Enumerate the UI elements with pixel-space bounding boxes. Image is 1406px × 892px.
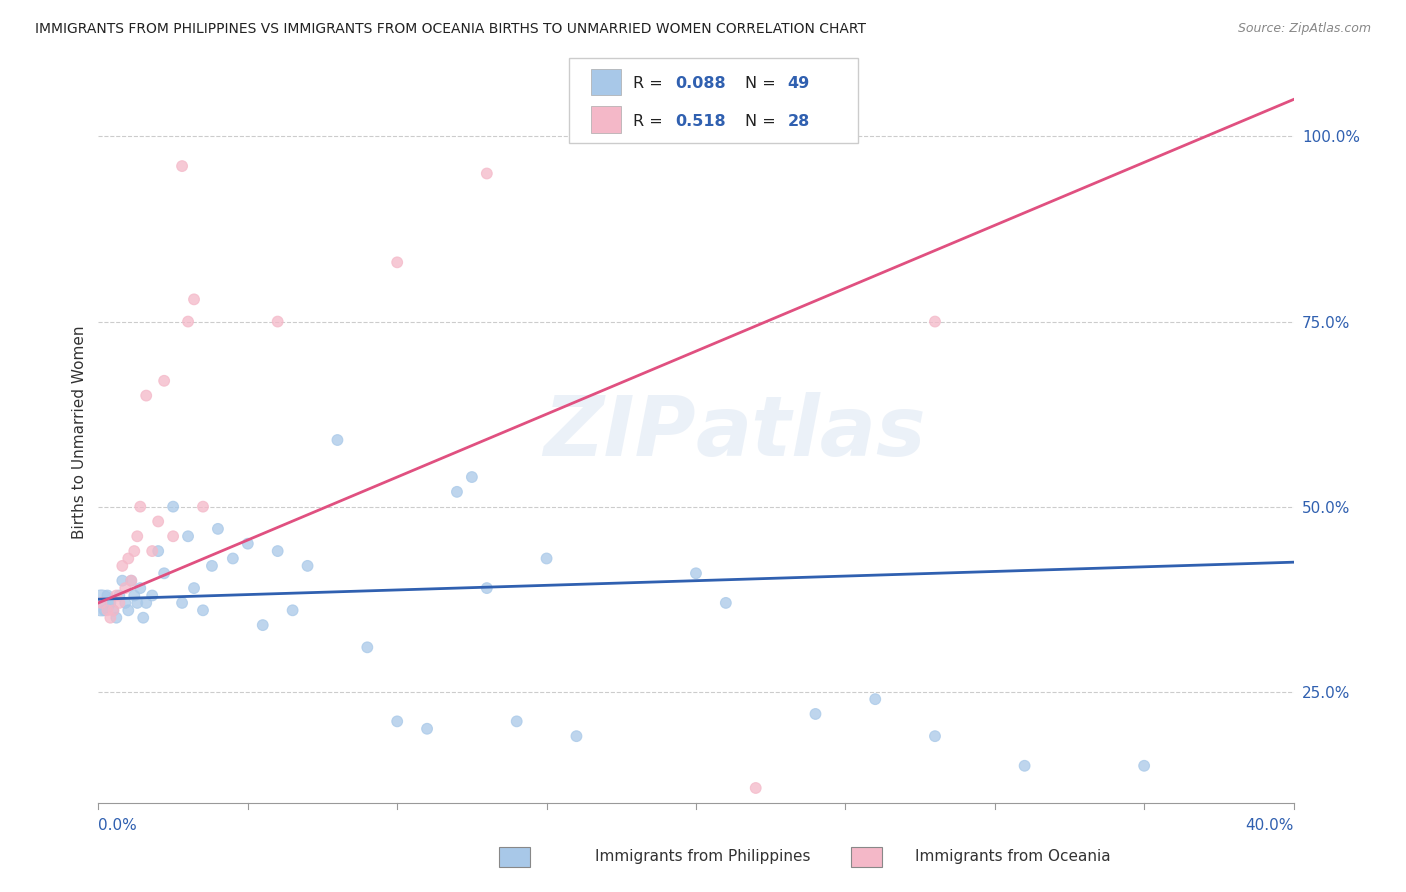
Point xyxy=(98,611,122,625)
Text: atlas: atlas xyxy=(696,392,927,473)
Point xyxy=(120,574,142,588)
Text: IMMIGRANTS FROM PHILIPPINES VS IMMIGRANTS FROM OCEANIA BIRTHS TO UNMARRIED WOMEN: IMMIGRANTS FROM PHILIPPINES VS IMMIGRANT… xyxy=(35,22,866,37)
Point xyxy=(120,574,142,588)
Point xyxy=(103,603,125,617)
Point xyxy=(924,729,946,743)
Point xyxy=(90,596,112,610)
Point xyxy=(745,780,768,795)
Point xyxy=(127,529,149,543)
Text: 49: 49 xyxy=(787,76,810,91)
Point xyxy=(117,551,139,566)
Text: Source: ZipAtlas.com: Source: ZipAtlas.com xyxy=(1237,22,1371,36)
Point xyxy=(153,374,176,388)
Point xyxy=(446,484,468,499)
Point xyxy=(148,515,170,529)
Point xyxy=(148,544,170,558)
Text: 0.518: 0.518 xyxy=(675,114,725,129)
Point xyxy=(183,581,205,595)
Point xyxy=(162,500,184,514)
Point xyxy=(141,589,163,603)
Point xyxy=(297,558,319,573)
Point xyxy=(252,618,274,632)
Point xyxy=(105,611,128,625)
Point xyxy=(475,166,498,180)
Point xyxy=(172,596,194,610)
Point xyxy=(129,500,152,514)
Point xyxy=(267,314,290,328)
Point xyxy=(135,389,157,403)
Point xyxy=(124,589,146,603)
Point xyxy=(201,558,224,573)
Point xyxy=(207,522,229,536)
Point xyxy=(141,544,163,558)
Point xyxy=(183,293,205,307)
Point xyxy=(132,611,155,625)
Point xyxy=(162,529,184,543)
Point xyxy=(326,433,349,447)
Point xyxy=(103,603,125,617)
Point xyxy=(96,589,118,603)
Text: 0.0%: 0.0% xyxy=(98,818,138,832)
Point xyxy=(93,603,115,617)
Point xyxy=(129,581,152,595)
Point xyxy=(111,558,134,573)
Text: R =: R = xyxy=(633,76,668,91)
Point xyxy=(804,706,827,721)
Point xyxy=(177,314,200,328)
Y-axis label: Births to Unmarried Women: Births to Unmarried Women xyxy=(72,326,87,540)
Text: 40.0%: 40.0% xyxy=(1246,818,1294,832)
Point xyxy=(117,603,139,617)
Point xyxy=(124,544,146,558)
Point xyxy=(506,714,529,729)
Point xyxy=(236,536,259,550)
Point xyxy=(385,255,409,269)
Point xyxy=(267,544,290,558)
Point xyxy=(111,574,134,588)
Point xyxy=(114,581,136,595)
Point xyxy=(191,603,214,617)
Point xyxy=(281,603,304,617)
Point xyxy=(222,551,245,566)
Point xyxy=(114,596,136,610)
Point xyxy=(1014,758,1036,772)
Point xyxy=(177,529,200,543)
Point xyxy=(416,722,439,736)
Point xyxy=(565,729,588,743)
Point xyxy=(108,596,131,610)
Text: N =: N = xyxy=(745,76,782,91)
Point xyxy=(924,314,946,328)
Text: Immigrants from Philippines: Immigrants from Philippines xyxy=(595,849,811,863)
Text: R =: R = xyxy=(633,114,668,129)
Point xyxy=(1133,758,1156,772)
Point xyxy=(90,596,112,610)
Point xyxy=(96,603,118,617)
Point xyxy=(108,589,131,603)
Text: N =: N = xyxy=(745,114,782,129)
Text: 0.088: 0.088 xyxy=(675,76,725,91)
Point xyxy=(105,589,128,603)
Point xyxy=(714,596,737,610)
Text: ZIP: ZIP xyxy=(543,392,696,473)
Point xyxy=(385,714,409,729)
Point xyxy=(475,581,498,595)
Text: Immigrants from Oceania: Immigrants from Oceania xyxy=(914,849,1111,863)
Point xyxy=(127,596,149,610)
Text: 28: 28 xyxy=(787,114,810,129)
Point xyxy=(135,596,157,610)
Point xyxy=(191,500,214,514)
Point xyxy=(98,596,122,610)
Point xyxy=(172,159,194,173)
Point xyxy=(153,566,176,581)
Point xyxy=(865,692,887,706)
Point xyxy=(685,566,707,581)
Point xyxy=(461,470,484,484)
Point xyxy=(356,640,378,655)
Point xyxy=(536,551,558,566)
